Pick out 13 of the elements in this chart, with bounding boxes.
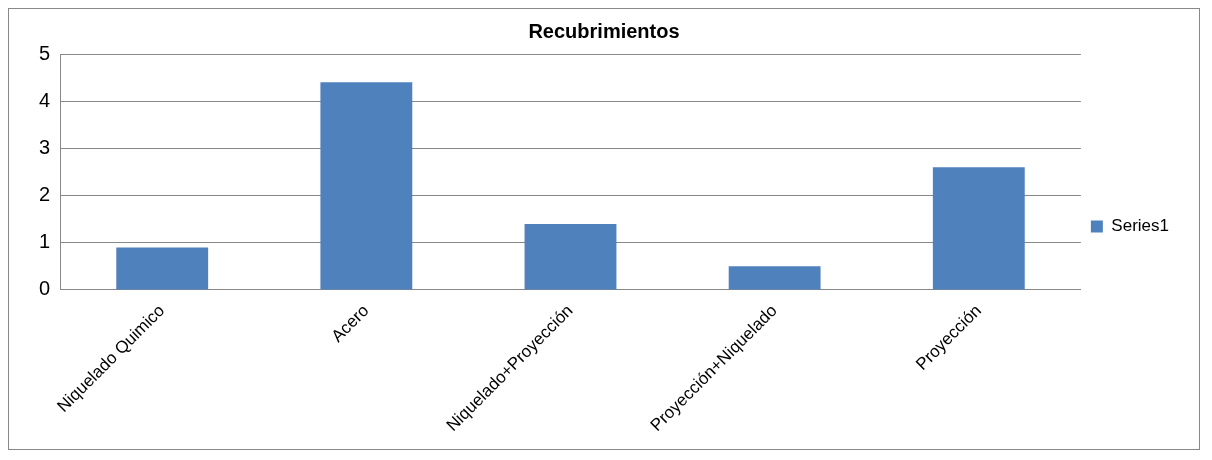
chart-title: Recubrimientos (528, 19, 680, 42)
bar (728, 266, 821, 290)
y-tick-label: 4 (39, 88, 51, 111)
legend-label: Series1 (1111, 216, 1169, 236)
bar (320, 82, 413, 290)
bar (116, 247, 209, 290)
bar (524, 223, 617, 290)
y-tick-label: 1 (39, 230, 51, 253)
y-tick-label: 5 (39, 41, 51, 64)
y-tick-label: 3 (39, 135, 51, 158)
y-tick-label: 2 (39, 183, 51, 206)
y-tick-label: 0 (39, 277, 51, 300)
bar (932, 167, 1025, 290)
